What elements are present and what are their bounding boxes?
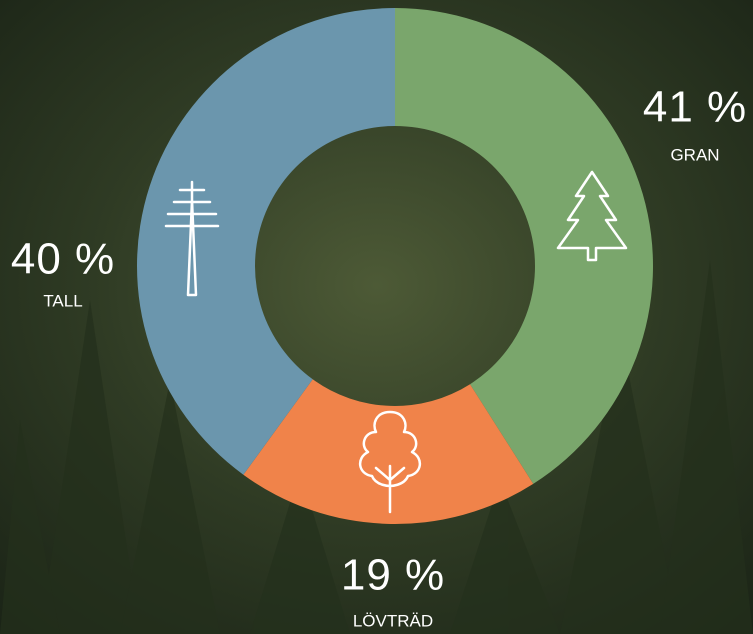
- spruce-icon: [556, 170, 628, 262]
- category-label: LÖVTRÄD: [353, 611, 433, 630]
- category-label: GRAN: [670, 145, 719, 164]
- leaf-tree-icon: [359, 410, 421, 514]
- pine-icon: [164, 180, 220, 297]
- background-trees: [0, 260, 753, 634]
- labels: 41 % GRAN 19 % LÖVTRÄD 40 % TALL: [11, 83, 747, 631]
- percent-label: 40 %: [11, 235, 115, 284]
- donut-segment: [395, 8, 653, 484]
- icons: [164, 170, 628, 514]
- category-label: TALL: [43, 291, 82, 310]
- percent-label: 41 %: [643, 83, 747, 132]
- percent-label: 19 %: [341, 551, 445, 600]
- donut: [137, 8, 653, 524]
- donut-segment: [243, 379, 534, 524]
- donut-segment: [137, 8, 395, 475]
